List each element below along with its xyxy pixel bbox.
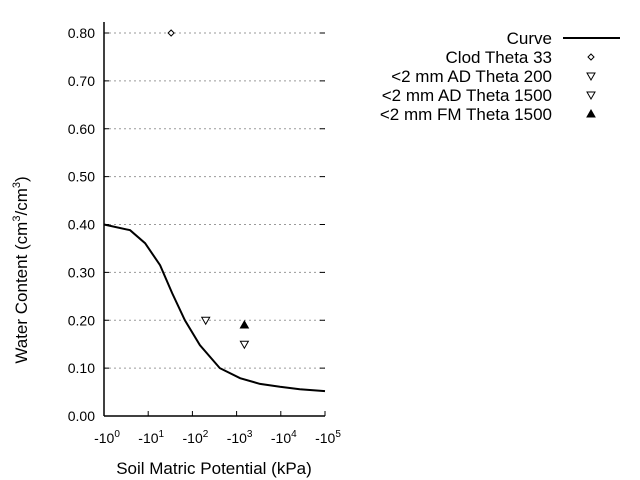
x-tick-label: -102 — [183, 429, 209, 446]
y-tick-label: 0.10 — [68, 360, 95, 376]
y-tick-label: 0.70 — [68, 73, 95, 89]
grid-lines — [104, 32, 325, 369]
axes — [103, 22, 326, 417]
x-tick-label: -104 — [271, 429, 297, 446]
y-tick-labels: 0.00 0.10 0.20 0.30 0.40 0.50 0.60 0.70 0.80 — [68, 25, 95, 424]
legend-label: <2 mm AD Theta 1500 — [382, 86, 552, 105]
x-tick-label: -105 — [315, 429, 341, 446]
y-tick-label: 0.50 — [68, 169, 95, 185]
y-tick-label: 0.40 — [68, 217, 95, 233]
legend-label: <2 mm AD Theta 200 — [391, 67, 552, 86]
legend-marker-swatch — [586, 91, 596, 101]
series-marks — [103, 29, 326, 393]
data-point — [167, 29, 175, 37]
data-point — [239, 340, 250, 350]
data-point — [239, 320, 250, 329]
x-tick-labels: -100 -101 -102 -103 -104 -105 — [94, 429, 341, 446]
x-tick-label: -101 — [138, 429, 164, 446]
y-tick-label: 0.00 — [68, 408, 95, 424]
y-axis-label: Water Content (cm3/cm3) — [11, 176, 31, 363]
x-tick-label: -103 — [227, 429, 253, 446]
y-tick-label: 0.80 — [68, 25, 95, 41]
curve-line — [103, 223, 326, 393]
y-tick-label: 0.60 — [68, 121, 95, 137]
legend-marker-swatch — [586, 108, 596, 118]
x-axis-label: Soil Matric Potential (kPa) — [116, 459, 312, 478]
legend-marker-swatch — [586, 72, 596, 82]
legend-marker-swatch — [587, 53, 595, 61]
y-tick-label: 0.30 — [68, 264, 95, 280]
data-point — [200, 316, 211, 326]
x-tick-label: -100 — [94, 429, 120, 446]
legend-label: Clod Theta 33 — [446, 48, 552, 67]
y-tick-label: 0.20 — [68, 312, 95, 328]
legend-label: <2 mm FM Theta 1500 — [380, 105, 552, 124]
legend-label: Curve — [507, 29, 552, 48]
